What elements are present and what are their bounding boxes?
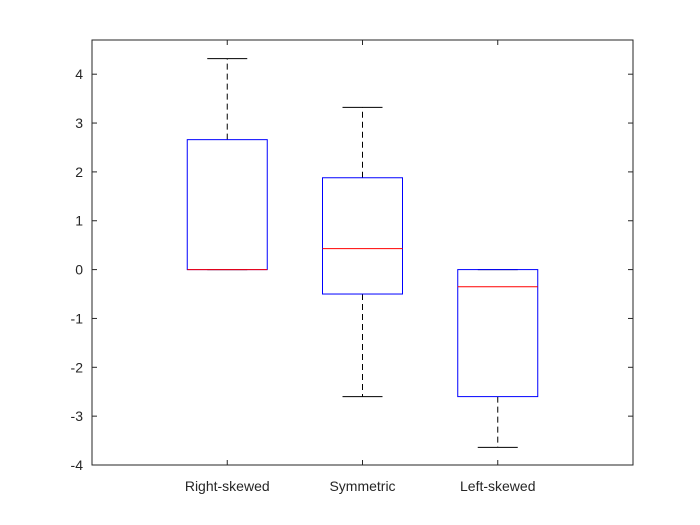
- y-tick-label: 0: [75, 262, 83, 278]
- x-category-label: Symmetric: [329, 478, 395, 494]
- box-group-left-skewed: [457, 269, 539, 448]
- y-tick-label: -2: [71, 359, 84, 375]
- axes-layer: [91, 39, 634, 466]
- y-tick-label: 1: [75, 213, 83, 229]
- y-tick-label: 2: [75, 164, 83, 180]
- y-tick-label: 4: [75, 66, 83, 82]
- boxes-layer: [186, 58, 539, 448]
- labels-layer: -4 -3 -2 -1 0 1 2 3 4 Right-skewed Symmetric Left-s…: [71, 66, 536, 494]
- y-tick-label: -4: [71, 457, 84, 473]
- iqr-box: [322, 177, 403, 295]
- box-group-symmetric: [322, 106, 403, 398]
- y-tick-label: 3: [75, 115, 83, 131]
- iqr-box: [457, 269, 539, 398]
- box-group-right-skewed: [186, 58, 268, 271]
- y-tick-label: -3: [71, 408, 84, 424]
- y-tick-label: -1: [71, 310, 84, 326]
- x-category-label: Right-skewed: [185, 478, 270, 494]
- x-category-label: Left-skewed: [460, 478, 535, 494]
